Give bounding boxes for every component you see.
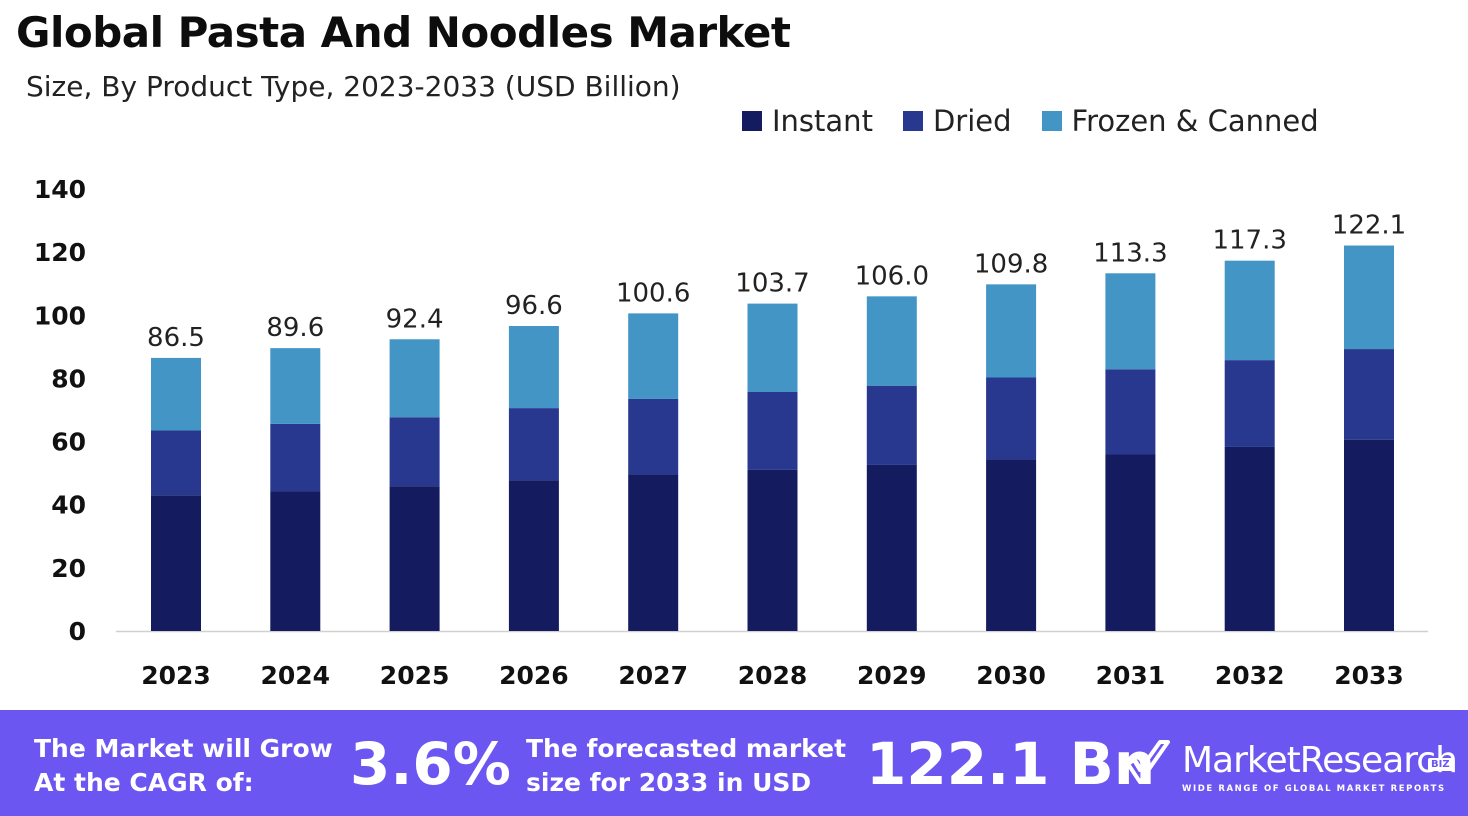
- bar-segment-dried: [1105, 369, 1156, 455]
- x-tick-label: 2029: [857, 661, 927, 690]
- bar-segment-frozen-canned: [508, 326, 559, 409]
- stacked-bar-chart: 0 20 40 60 80 100 120 140 86.5 2023 89.6 2024 92.4 20…: [34, 175, 1428, 690]
- data-label-total: 122.1: [1332, 211, 1406, 241]
- bar-segment-dried: [747, 392, 798, 470]
- bar-segment-dried: [628, 398, 679, 475]
- data-label-total: 109.8: [974, 249, 1048, 279]
- y-tick-label: 80: [51, 364, 86, 393]
- bar-segment-dried: [389, 417, 440, 487]
- bar-segment-dried: [866, 385, 917, 465]
- bar-segment-frozen-canned: [1344, 245, 1394, 350]
- bar-segment-instant: [151, 495, 201, 631]
- bar-segment-instant: [628, 474, 679, 631]
- legend-swatch-dried: [902, 111, 923, 131]
- x-tick-label: 2023: [141, 661, 211, 690]
- bar-segment-instant: [270, 491, 321, 631]
- brand-name: MarketResearch: [1182, 740, 1458, 781]
- bar-segment-instant: [986, 459, 1037, 631]
- x-tick-label: 2030: [976, 661, 1046, 690]
- bar-segment-frozen-canned: [747, 303, 798, 393]
- bar-segment-frozen-canned: [270, 348, 321, 424]
- y-tick-label: 120: [34, 238, 86, 267]
- chart-title: Global Pasta And Noodles Market: [16, 8, 791, 57]
- legend-label-instant: Instant: [772, 104, 873, 138]
- cagr-caption-line1: The Market will Grow: [34, 734, 333, 763]
- y-tick-label: 100: [34, 301, 86, 330]
- forecast-caption: The forecasted market size for 2033 in U…: [526, 732, 846, 800]
- legend-swatch-instant: [742, 111, 762, 131]
- bar-segment-frozen-canned: [628, 313, 679, 399]
- legend-item-instant: Instant: [742, 104, 873, 138]
- bar-segment-instant: [1105, 454, 1156, 631]
- chart-legend: Instant Dried Frozen & Canned: [742, 104, 1349, 138]
- bar-segment-instant: [1344, 439, 1394, 631]
- brand-logo: MarketResearch BIZ WIDE RANGE OF GLOBAL …: [1122, 732, 1462, 802]
- bar-segment-frozen-canned: [986, 284, 1037, 378]
- chart-subtitle: Size, By Product Type, 2023-2033 (USD Bi…: [26, 70, 681, 103]
- bar-segment-instant: [747, 469, 798, 631]
- bar-segment-instant: [1224, 446, 1275, 631]
- checkmark-logo-icon: [1126, 740, 1170, 784]
- legend-label-frozen-canned: Frozen & Canned: [1071, 104, 1319, 138]
- cagr-caption: The Market will Grow At the CAGR of:: [34, 732, 333, 800]
- data-label-total: 86.5: [147, 323, 205, 353]
- cagr-value: 3.6%: [350, 730, 511, 798]
- data-label-total: 117.3: [1212, 226, 1286, 256]
- y-tick-label: 60: [51, 428, 86, 457]
- x-tick-label: 2031: [1096, 661, 1166, 690]
- bar-segment-instant: [866, 464, 917, 631]
- bar-segment-dried: [986, 377, 1037, 460]
- x-tick-label: 2028: [738, 661, 808, 690]
- x-tick-label: 2024: [261, 661, 331, 690]
- forecast-value: 122.1 Bn: [866, 730, 1156, 798]
- bar-segment-dried: [151, 430, 201, 496]
- y-tick-label: 140: [34, 175, 86, 204]
- data-label-total: 96.6: [505, 291, 563, 321]
- x-tick-label: 2033: [1334, 661, 1404, 690]
- legend-item-dried: Dried: [902, 104, 1012, 138]
- data-label-total: 106.0: [855, 261, 929, 291]
- x-tick-label: 2032: [1215, 661, 1285, 690]
- bar-segment-instant: [389, 486, 440, 631]
- y-tick-label: 40: [51, 491, 86, 520]
- x-tick-label: 2026: [499, 661, 569, 690]
- forecast-caption-line2: size for 2033 in USD: [526, 768, 812, 797]
- bar-segment-frozen-canned: [1224, 260, 1275, 361]
- bar-segment-frozen-canned: [866, 296, 917, 386]
- bar-segment-instant: [508, 480, 559, 631]
- bar-segment-dried: [270, 423, 321, 492]
- data-label-total: 92.4: [386, 304, 444, 334]
- cagr-caption-line2: At the CAGR of:: [34, 768, 254, 797]
- legend-label-dried: Dried: [932, 104, 1012, 138]
- data-label-total: 100.6: [616, 278, 690, 308]
- y-tick-label: 20: [51, 554, 86, 583]
- x-tick-label: 2027: [618, 661, 688, 690]
- y-tick-label: 0: [69, 617, 86, 646]
- legend-swatch-frozen-canned: [1041, 111, 1062, 131]
- brand-tagline: WIDE RANGE OF GLOBAL MARKET REPORTS: [1182, 784, 1446, 794]
- data-label-total: 89.6: [266, 313, 324, 343]
- bar-segment-dried: [1344, 349, 1394, 440]
- legend-item-frozen-canned: Frozen & Canned: [1041, 104, 1319, 138]
- bar-segment-frozen-canned: [1105, 273, 1156, 370]
- forecast-caption-line1: The forecasted market: [526, 734, 847, 763]
- footer-banner: The Market will Grow At the CAGR of: 3.6…: [0, 710, 1468, 816]
- bar-segment-frozen-canned: [151, 357, 201, 431]
- data-label-total: 103.7: [735, 269, 809, 299]
- bar-segment-frozen-canned: [389, 339, 440, 418]
- data-label-total: 113.3: [1093, 238, 1167, 268]
- bar-segment-dried: [1224, 360, 1275, 447]
- bar-segment-dried: [508, 408, 559, 481]
- brand-biz-badge: BIZ: [1428, 758, 1453, 771]
- x-tick-label: 2025: [380, 661, 450, 690]
